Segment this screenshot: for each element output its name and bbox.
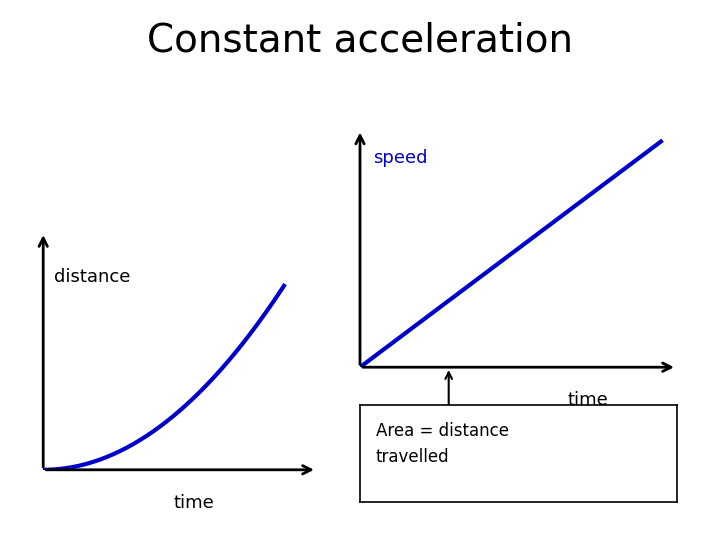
- Text: distance: distance: [54, 268, 130, 286]
- Text: time: time: [174, 494, 214, 511]
- Text: Area = distance
travelled: Area = distance travelled: [376, 422, 509, 466]
- Text: speed: speed: [373, 148, 427, 167]
- Text: Constant acceleration: Constant acceleration: [147, 22, 573, 59]
- Text: time: time: [568, 391, 608, 409]
